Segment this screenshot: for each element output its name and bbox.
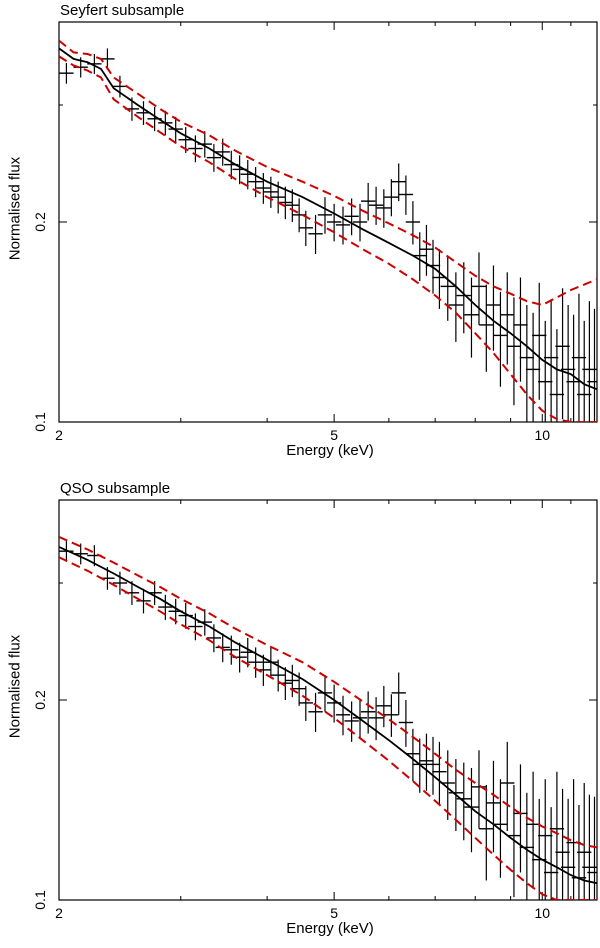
y-tick-label: 0.1 (32, 412, 48, 432)
chart-title: QSO subsample (60, 480, 171, 497)
x-axis-label: Energy (keV) (286, 442, 374, 459)
y-tick-label: 0.2 (32, 690, 48, 710)
plot-area: 0.1 0.2 2 5 10 (32, 499, 598, 921)
x-tick-label: 5 (330, 905, 338, 921)
plot-data-group (59, 39, 597, 422)
envelope-line (59, 55, 597, 422)
plot-area: 0.1 0.2 2 5 10 (32, 21, 598, 443)
plot-frame (58, 499, 598, 901)
envelope-line (59, 39, 597, 307)
plot-data-group (59, 535, 597, 900)
y-tick-label: 0.1 (32, 890, 48, 910)
y-tick-label: 0.2 (32, 212, 48, 232)
envelope-line (59, 556, 597, 900)
x-tick-label: 2 (55, 427, 63, 443)
x-tick-label: 5 (330, 427, 338, 443)
chart-panel-seyfert: Seyfert subsample Normalised flux Energy… (0, 0, 600, 470)
x-tick-label: 2 (55, 905, 63, 921)
chart-title: Seyfert subsample (60, 2, 185, 19)
model-line (59, 546, 597, 885)
x-axis-label: Energy (keV) (286, 920, 374, 937)
chart-panel-qso: QSO subsample Normalised flux Energy (ke… (0, 478, 600, 948)
envelope-line (59, 535, 597, 849)
x-tick-label: 10 (534, 427, 550, 443)
x-tick-label: 10 (534, 905, 550, 921)
model-line (59, 47, 597, 391)
